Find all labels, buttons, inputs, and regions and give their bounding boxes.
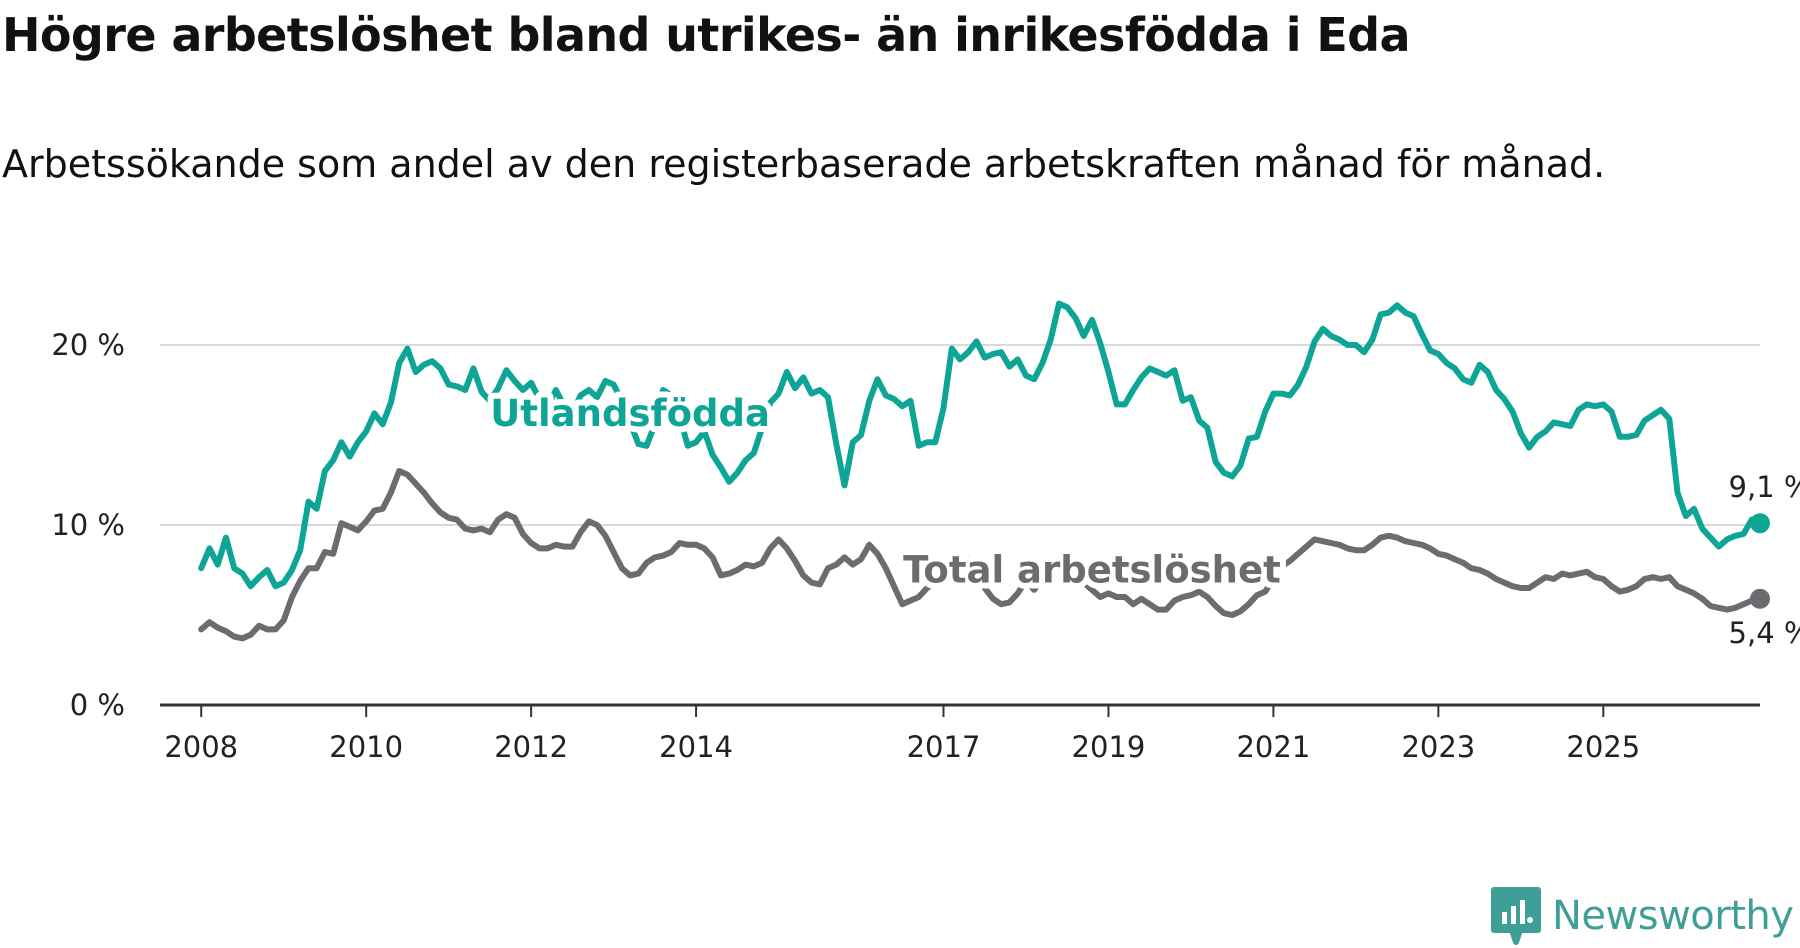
series-line-0 (198, 300, 1763, 590)
gridlines (160, 344, 1760, 707)
x-tick-label: 2014 (659, 730, 733, 764)
series-labels: Utlandsfödda 9,1 % Total arbetslöshet 5,4 % (484, 386, 1800, 654)
y-axis-ticks: 0 % 10 % 20 % (51, 328, 125, 722)
series-end-value: 5,4 % (1729, 616, 1800, 650)
series-end-marker-0 (1750, 513, 1770, 534)
x-tick-label: 2010 (329, 730, 403, 764)
brand-name: Newsworthy (1552, 893, 1794, 939)
series-lines (198, 300, 1770, 642)
x-axis-ticks: 2008 2010 2012 2014 2017 2019 2021 2023 2025 (164, 705, 1640, 764)
x-tick-label: 2017 (907, 730, 981, 764)
x-tick-label: 2025 (1566, 730, 1640, 764)
series-name-label: Total arbetslöshet (903, 549, 1281, 592)
series-end-value: 9,1 % (1729, 470, 1800, 504)
y-tick-label: 0 % (70, 688, 125, 722)
chart-subtitle: Arbetssökande som andel av den registerb… (2, 142, 1606, 186)
newsworthy-logo[interactable]: Newsworthy (1490, 886, 1794, 946)
series-line-1 (198, 468, 1763, 642)
x-tick-label: 2023 (1401, 730, 1475, 764)
chart-title: Högre arbetslöshet bland utrikes- än inr… (2, 8, 1411, 62)
x-tick-label: 2012 (494, 730, 568, 764)
series-end-marker-1 (1750, 588, 1770, 609)
x-tick-label: 2019 (1072, 730, 1146, 764)
y-tick-label: 10 % (51, 508, 125, 542)
y-tick-label: 20 % (51, 328, 125, 362)
series-name-label: Utlandsfödda (490, 392, 770, 435)
bar-chart-badge-icon (1491, 887, 1541, 945)
x-tick-label: 2021 (1236, 730, 1310, 764)
x-tick-label: 2008 (164, 730, 238, 764)
